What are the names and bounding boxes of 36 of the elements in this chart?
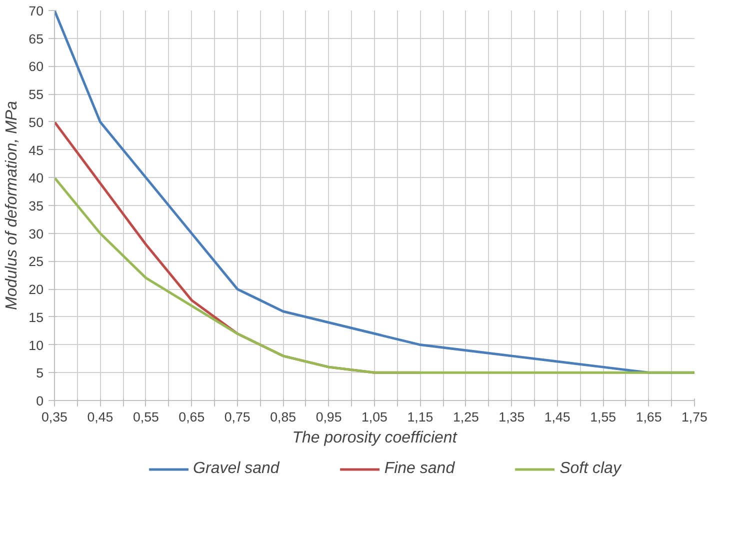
y-tick-label: 55 [28,87,44,102]
x-tick-label: 1,05 [362,410,388,424]
y-tick-label: 70 [28,4,44,18]
y-tick-label: 45 [28,142,44,158]
y-tick-label: 20 [28,282,44,298]
y-tick-label: 65 [28,31,44,46]
x-tick-label: 1,35 [498,410,525,424]
y-tick-label: 50 [28,114,44,130]
x-axis-title: The porosity coefficient [292,430,458,446]
y-tick-label: 15 [28,310,44,325]
x-tick-label: 1,45 [544,410,570,424]
x-tick-label: 0,45 [87,410,114,424]
y-tick-label: 5 [36,366,44,381]
legend-label: Soft clay [560,460,621,478]
y-tick-label: 25 [28,254,44,270]
x-tick-label: 1,25 [452,410,479,424]
y-tick-label: 40 [28,170,44,186]
x-tick-label: 0,75 [224,410,250,424]
x-tick-label: 0,35 [42,410,68,424]
y-tick-label: 0 [36,394,44,408]
x-tick-label: 1,75 [682,410,708,424]
x-tick-label: 1,65 [636,410,662,424]
y-tick-label: 35 [28,198,44,214]
x-tick-label: 0,55 [132,410,159,424]
legend-label: Fine sand [384,460,455,478]
y-axis-title: Modulus of deformation, MPa [4,100,21,310]
line-series [54,176,694,374]
x-tick-label: 1,15 [407,410,434,424]
y-tick-label: 30 [28,226,44,242]
x-tick-label: 0,95 [316,410,342,424]
x-tick-label: 0,65 [178,410,205,424]
y-tick-label: 60 [28,59,44,74]
x-tick-label: 0,85 [270,410,296,424]
y-tick-label: 10 [28,338,44,353]
legend-label: Gravel sand [193,460,280,478]
x-tick-label: 1,55 [590,410,616,424]
